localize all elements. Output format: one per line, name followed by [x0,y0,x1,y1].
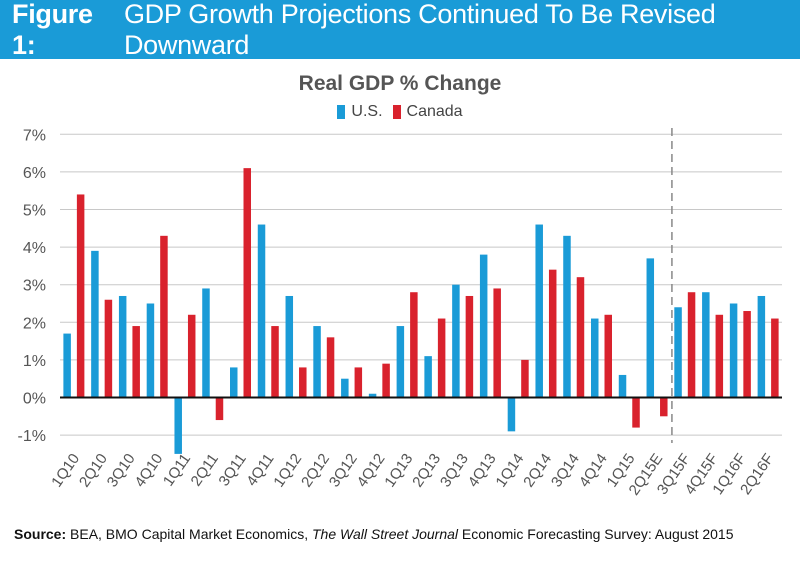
bar-us [396,326,405,398]
y-tick-label: 1% [23,353,46,370]
bar-us [313,326,321,398]
x-tick-label: 1Q11 [160,451,194,490]
bar-canada [660,397,668,417]
bar-us [757,295,766,398]
bar-canada [743,311,751,398]
figure-label: Figure 1: [12,0,93,60]
bar-us [230,367,238,398]
bar-canada [382,363,390,398]
legend-swatch-canada [392,105,401,119]
bar-canada [160,235,168,398]
chart-legend: U.S. Canada [0,103,800,121]
bar-us [174,397,182,454]
chart-title: Real GDP % Change [298,72,502,95]
bar-canada [132,326,140,398]
source-note: Source: BEA, BMO Capital Market Economic… [14,526,794,542]
bar-us [591,318,599,398]
bar-us [424,356,432,398]
bar-us [702,292,710,398]
bar-canada [548,269,557,398]
legend-item-us: U.S. [337,103,383,121]
bar-canada [187,314,196,398]
gdp-bar-chart: -1%0%1%2%3%4%5%6%7%1Q102Q103Q104Q101Q112… [18,127,782,499]
x-tick-label: 3Q10 [104,451,139,491]
legend-item-canada: Canada [392,103,463,121]
bar-canada [493,288,501,398]
bar-canada [437,318,446,398]
source-publication: The Wall Street Journal [311,526,459,542]
bar-canada [465,295,474,398]
bar-us [729,303,738,398]
y-tick-label: 7% [23,127,46,144]
bar-us [674,307,682,398]
bar-us [535,224,543,398]
x-tick-label: 3Q14 [548,451,583,491]
bar-us [563,235,571,398]
bar-us [63,333,71,398]
bar-us [479,254,488,398]
bar-canada [521,359,529,398]
bar-us [452,284,460,398]
source-label: Source: [14,526,67,542]
figure-header: Figure 1: GDP Growth Projections Continu… [0,0,800,60]
bar-canada [215,397,224,421]
x-tick-label: 1Q13 [381,451,416,491]
x-tick-label: 4Q14 [576,451,611,491]
bar-us [91,250,99,398]
bar-us [118,295,127,398]
x-tick-label: 3Q11 [215,451,249,490]
x-tick-label: 1Q14 [492,451,527,491]
x-tick-label: 1Q10 [48,451,83,491]
bar-canada [243,168,251,398]
bar-canada [715,314,724,398]
x-tick-label: 4Q12 [354,451,389,491]
bar-canada [771,318,779,398]
bar-us [146,303,155,398]
x-tick-label: 2Q11 [188,451,222,490]
bar-canada [632,397,640,428]
legend-label-canada: Canada [406,103,463,120]
bar-us [368,393,377,398]
bar-canada [326,337,335,398]
x-tick-label: 4Q13 [465,451,500,491]
x-tick-label: 2Q13 [409,451,444,491]
bar-us [618,374,627,398]
bar-canada [354,367,363,398]
y-tick-label: 6% [23,165,46,182]
bar-us [257,224,266,398]
bar-canada [687,292,696,398]
bar-canada [576,277,585,398]
x-tick-label: 2Q12 [298,451,333,491]
y-tick-label: 5% [23,203,46,220]
y-tick-label: 3% [23,278,46,295]
source-text-1: BEA, BMO Capital Market Economics, [66,526,312,542]
x-tick-label: 2Q10 [76,451,111,491]
bar-canada [104,299,113,398]
bar-us [646,258,655,398]
x-tick-label: 1Q12 [270,451,305,491]
bar-us [341,378,349,398]
bar-us [507,397,516,432]
bar-us [202,288,210,398]
y-tick-label: 2% [23,315,46,332]
figure-title: GDP Growth Projections Continued To Be R… [123,0,716,60]
bar-us [285,295,294,398]
bar-canada [410,292,418,398]
source-text-2: Economic Forecasting Survey: August 2015 [458,526,734,542]
x-tick-label: 4Q10 [131,451,166,491]
x-tick-label: 3Q13 [437,451,472,491]
x-tick-label: 2Q14 [520,451,555,491]
y-tick-label: 4% [23,240,46,257]
y-tick-label: -1% [18,428,46,445]
x-tick-label: 4Q11 [243,451,277,490]
bar-canada [271,326,279,398]
legend-swatch-us [337,105,346,119]
bar-canada [604,314,612,398]
bar-canada [299,367,307,398]
bar-canada [76,194,85,398]
legend-label-us: U.S. [351,103,383,120]
x-tick-label: 3Q12 [326,451,361,491]
y-tick-label: 0% [23,391,46,408]
